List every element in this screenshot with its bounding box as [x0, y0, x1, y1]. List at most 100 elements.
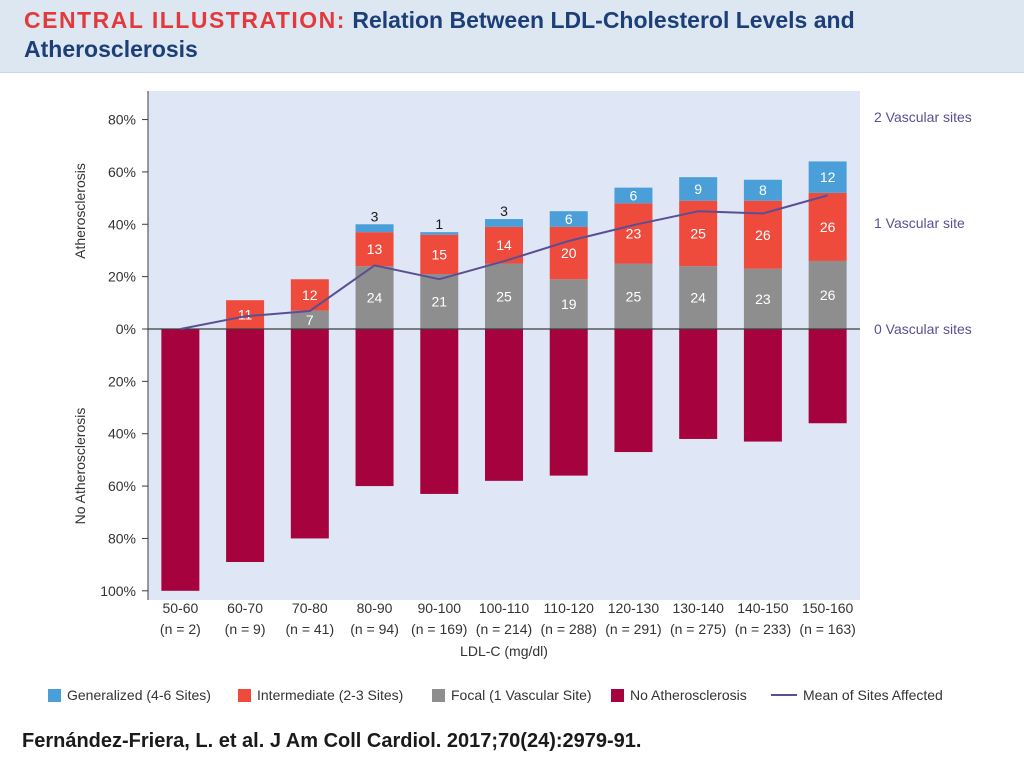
y-tick-label-bottom-80: 80%	[108, 530, 136, 546]
legend-swatch-generalized	[48, 689, 61, 702]
data-label-focal-100-110: 25	[496, 288, 512, 304]
bar-none-110-120	[549, 329, 588, 476]
x-tick-label-150-160: 150-160	[802, 600, 854, 616]
data-label-generalized-140-150: 8	[759, 182, 767, 198]
x-tick-n-50-60: (n = 2)	[160, 621, 201, 637]
legend-swatch-focal	[432, 689, 445, 702]
data-label-intermediate-110-120: 20	[561, 245, 577, 261]
data-label-intermediate-80-90: 13	[367, 241, 383, 257]
legend-label-focal: Focal (1 Vascular Site)	[451, 687, 592, 703]
data-label-intermediate-140-150: 26	[755, 227, 771, 243]
data-label-focal-70-80: 7	[306, 312, 314, 328]
bar-focal-90-100	[420, 274, 459, 329]
y-tick-label-top-0: 0%	[116, 321, 136, 337]
legend-label-none: No Atherosclerosis	[630, 687, 747, 703]
bar-none-140-150	[743, 329, 782, 442]
right-axis-label-0: 0 Vascular sites	[874, 321, 972, 337]
data-label-intermediate-90-100: 15	[431, 246, 447, 262]
data-label-focal-110-120: 19	[561, 296, 577, 312]
data-label-generalized-100-110: 3	[500, 203, 508, 219]
page-title: CENTRAL ILLUSTRATION: Relation Between L…	[24, 6, 1004, 64]
data-label-intermediate-150-160: 26	[820, 219, 836, 235]
bar-none-80-90	[355, 329, 394, 487]
mean-sites-line	[180, 194, 828, 330]
bar-intermediate-90-100	[420, 234, 459, 275]
data-label-focal-130-140: 24	[690, 290, 706, 306]
y-tick-label-top-80: 80%	[108, 112, 136, 128]
x-tick-label-110-120: 110-120	[544, 600, 595, 616]
bar-focal-80-90	[355, 266, 394, 329]
legend-swatch-none	[611, 689, 624, 702]
bar-focal-120-130	[614, 263, 653, 329]
legend-swatch-intermediate	[238, 689, 251, 702]
y-axis-label-top: Atherosclerosis	[72, 163, 88, 259]
bar-none-90-100	[420, 329, 459, 494]
x-tick-n-120-130: (n = 291)	[605, 621, 661, 637]
x-tick-n-130-140: (n = 275)	[670, 621, 726, 637]
x-tick-label-50-60: 50-60	[162, 600, 198, 616]
legend-item-mean: Mean of Sites Affected	[771, 684, 943, 706]
data-label-generalized-110-120: 6	[565, 211, 573, 227]
bar-none-120-130	[614, 329, 653, 453]
stacked-bar-chart: Atherosclerosis No Atherosclerosis LDL-C…	[72, 91, 972, 659]
bar-focal-70-80	[290, 310, 329, 329]
x-tick-label-90-100: 90-100	[417, 600, 461, 616]
bar-none-70-80	[290, 329, 329, 539]
x-axis-label: LDL-C (mg/dl)	[460, 643, 548, 659]
data-label-generalized-90-100: 1	[435, 216, 443, 232]
data-label-focal-80-90: 24	[367, 290, 383, 306]
legend-label-generalized: Generalized (4-6 Sites)	[67, 687, 211, 703]
bar-focal-130-140	[679, 266, 718, 329]
data-label-focal-120-130: 25	[626, 288, 642, 304]
bar-generalized-80-90	[355, 224, 394, 233]
legend-item-focal: Focal (1 Vascular Site)	[432, 684, 592, 706]
x-tick-n-70-80: (n = 41)	[285, 621, 334, 637]
citation: Fernández-Friera, L. et al. J Am Coll Ca…	[22, 730, 642, 752]
bar-focal-110-120	[549, 279, 588, 329]
y-axis-label-bottom: No Atherosclerosis	[72, 408, 88, 525]
bar-focal-140-150	[743, 268, 782, 329]
legend-label-mean: Mean of Sites Affected	[803, 687, 943, 703]
bar-none-130-140	[679, 329, 718, 439]
x-tick-n-140-150: (n = 233)	[735, 621, 791, 637]
x-tick-n-100-110: (n = 214)	[476, 621, 532, 637]
bar-intermediate-80-90	[355, 232, 394, 267]
bar-intermediate-110-120	[549, 226, 588, 280]
bar-intermediate-70-80	[290, 279, 329, 311]
bar-intermediate-120-130	[614, 203, 653, 264]
legend-swatch-mean	[771, 694, 797, 696]
legend-label-intermediate: Intermediate (2-3 Sites)	[257, 687, 404, 703]
bar-generalized-130-140	[679, 177, 718, 201]
illustration-title: Relation Between LDL-Cholesterol Levels …	[24, 7, 855, 62]
right-axis-label-1: 1 Vascular site	[874, 215, 965, 231]
bar-focal-150-160	[808, 260, 847, 329]
data-label-intermediate-130-140: 25	[690, 225, 706, 241]
x-tick-label-120-130: 120-130	[608, 600, 660, 616]
bar-intermediate-150-160	[808, 192, 847, 261]
data-label-intermediate-100-110: 14	[496, 237, 512, 253]
bar-generalized-110-120	[549, 211, 588, 227]
data-label-focal-140-150: 23	[755, 291, 771, 307]
x-tick-n-110-120: (n = 288)	[541, 621, 597, 637]
bar-none-60-70	[226, 329, 265, 563]
y-tick-label-top-60: 60%	[108, 164, 136, 180]
data-label-generalized-120-130: 6	[630, 187, 638, 203]
bar-generalized-90-100	[420, 232, 459, 235]
bar-none-50-60	[161, 329, 200, 591]
y-tick-label-bottom-20: 20%	[108, 373, 136, 389]
illustration-label: CENTRAL ILLUSTRATION:	[24, 7, 346, 33]
x-tick-n-90-100: (n = 169)	[411, 621, 467, 637]
x-tick-label-140-150: 140-150	[737, 600, 789, 616]
y-tick-label-bottom-40: 40%	[108, 426, 136, 442]
legend-item-generalized: Generalized (4-6 Sites)	[48, 684, 211, 706]
data-label-generalized-150-160: 12	[820, 169, 836, 185]
header-banner: CENTRAL ILLUSTRATION: Relation Between L…	[0, 0, 1024, 73]
data-label-generalized-80-90: 3	[371, 208, 379, 224]
x-tick-label-70-80: 70-80	[292, 600, 328, 616]
x-tick-n-150-160: (n = 163)	[799, 621, 855, 637]
data-label-focal-90-100: 21	[431, 294, 447, 310]
bar-none-150-160	[808, 329, 847, 424]
x-tick-label-60-70: 60-70	[227, 600, 263, 616]
x-tick-label-80-90: 80-90	[357, 600, 393, 616]
bar-generalized-120-130	[614, 187, 653, 204]
